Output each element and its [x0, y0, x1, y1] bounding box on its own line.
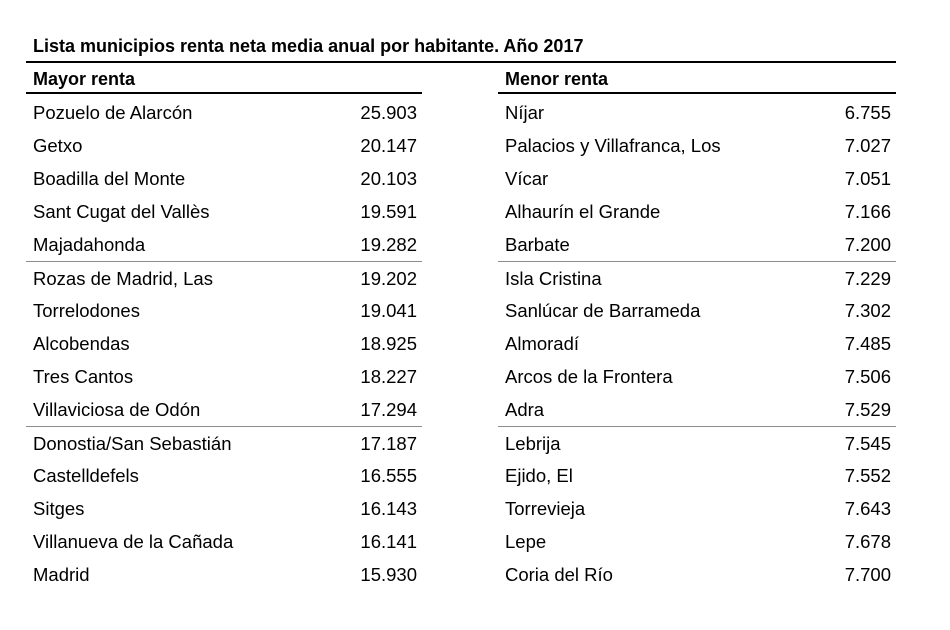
- lowest-income-header: Menor renta: [498, 64, 896, 94]
- table-row: Majadahonda 19.282: [26, 228, 422, 261]
- income-value: 18.227: [360, 366, 417, 387]
- table-row: Madrid 15.930: [26, 558, 422, 591]
- municipality-name: Sanlúcar de Barrameda: [505, 300, 701, 321]
- income-value: 16.141: [360, 531, 417, 552]
- table-row: Barbate 7.200: [498, 228, 896, 261]
- table-row: Villaviciosa de Odón 17.294: [26, 393, 422, 426]
- income-value: 20.147: [360, 135, 417, 156]
- income-value: 7.051: [844, 168, 891, 189]
- income-value: 16.555: [360, 465, 417, 486]
- income-value: 7.678: [844, 531, 891, 552]
- municipality-name: Donostia/San Sebastián: [33, 432, 232, 454]
- municipality-name: Lepe: [505, 531, 547, 552]
- table-row: Pozuelo de Alarcón 25.903: [26, 96, 422, 129]
- municipality-name: Palacios y Villafranca, Los: [505, 135, 721, 156]
- municipality-name: Villaviciosa de Odón: [33, 399, 201, 420]
- table-row: Alhaurín el Grande 7.166: [498, 195, 896, 228]
- income-value: 18.925: [360, 333, 417, 354]
- municipality-name: Getxo: [33, 135, 83, 156]
- highest-income-rows: Pozuelo de Alarcón 25.903 Getxo 20.147 Boadi…: [26, 96, 422, 591]
- income-value: 7.643: [844, 498, 891, 519]
- municipality-name: Rozas de Madrid, Las: [33, 267, 213, 289]
- municipality-name: Alhaurín el Grande: [505, 201, 661, 222]
- income-value: 7.506: [844, 366, 891, 387]
- income-value: 16.143: [360, 498, 417, 519]
- lowest-income-table: Menor renta Níjar 6.755 Palacios y Villafr…: [498, 64, 896, 591]
- table-row: Tres Cantos 18.227: [26, 360, 422, 393]
- municipality-name: Torrevieja: [505, 498, 586, 519]
- municipality-name: Almoradí: [505, 333, 580, 354]
- income-value: 17.294: [360, 399, 417, 420]
- income-value: 7.027: [844, 135, 891, 156]
- table-row: Torrevieja 7.643: [498, 492, 896, 525]
- table-row: Castelldefels 16.555: [26, 459, 422, 492]
- municipality-name: Arcos de la Frontera: [505, 366, 673, 387]
- income-value: 19.282: [360, 234, 417, 255]
- municipality-name: Coria del Río: [505, 564, 613, 585]
- municipality-name: Boadilla del Monte: [33, 168, 186, 189]
- income-value: 7.529: [844, 399, 891, 420]
- municipality-name: Sitges: [33, 498, 85, 519]
- municipality-name: Lebrija: [505, 432, 561, 454]
- highest-income-header: Mayor renta: [26, 64, 422, 94]
- table-row: Alcobendas 18.925: [26, 327, 422, 360]
- income-value: 19.041: [360, 300, 417, 321]
- municipality-name: Vícar: [505, 168, 549, 189]
- income-value: 6.755: [844, 102, 891, 123]
- table-row: Ejido, El 7.552: [498, 459, 896, 492]
- title-rule: [26, 61, 896, 63]
- municipality-name: Torrelodones: [33, 300, 140, 321]
- table-row: Sitges 16.143: [26, 492, 422, 525]
- municipality-name: Pozuelo de Alarcón: [33, 102, 193, 123]
- table-row: Adra 7.529: [498, 393, 896, 426]
- income-value: 7.166: [844, 201, 891, 222]
- table-row: Donostia/San Sebastián 17.187: [26, 426, 422, 459]
- highest-income-table: Mayor renta Pozuelo de Alarcón 25.903 Getx…: [26, 64, 422, 591]
- lowest-income-rows: Níjar 6.755 Palacios y Villafranca, Los 7.0…: [498, 96, 896, 591]
- income-value: 19.591: [360, 201, 417, 222]
- income-value: 17.187: [360, 432, 417, 454]
- table-row: Vícar 7.051: [498, 162, 896, 195]
- table-row: Almoradí 7.485: [498, 327, 896, 360]
- municipality-name: Madrid: [33, 564, 90, 585]
- table-row: Arcos de la Frontera 7.506: [498, 360, 896, 393]
- table-row: Villanueva de la Cañada 16.141: [26, 525, 422, 558]
- table-row: Rozas de Madrid, Las 19.202: [26, 261, 422, 294]
- income-value: 7.229: [844, 267, 891, 289]
- income-value: 25.903: [360, 102, 417, 123]
- income-value: 7.545: [844, 432, 891, 454]
- table-title: Lista municipios renta neta media anual …: [33, 36, 584, 56]
- municipality-name: Barbate: [505, 234, 570, 255]
- municipality-name: Tres Cantos: [33, 366, 134, 387]
- income-value: 7.302: [844, 300, 891, 321]
- table-row: Isla Cristina 7.229: [498, 261, 896, 294]
- municipality-name: Alcobendas: [33, 333, 130, 354]
- table-row: Lebrija 7.545: [498, 426, 896, 459]
- municipality-name: Adra: [505, 399, 545, 420]
- table-row: Palacios y Villafranca, Los 7.027: [498, 129, 896, 162]
- municipality-name: Ejido, El: [505, 465, 573, 486]
- municipality-name: Sant Cugat del Vallès: [33, 201, 210, 222]
- income-value: 7.552: [844, 465, 891, 486]
- table-row: Getxo 20.147: [26, 129, 422, 162]
- municipality-name: Majadahonda: [33, 234, 146, 255]
- income-value: 7.200: [844, 234, 891, 255]
- income-value: 19.202: [360, 267, 417, 289]
- municipality-name: Isla Cristina: [505, 267, 602, 289]
- municipality-name: Níjar: [505, 102, 545, 123]
- table-row: Boadilla del Monte 20.103: [26, 162, 422, 195]
- income-value: 20.103: [360, 168, 417, 189]
- table-row: Torrelodones 19.041: [26, 294, 422, 327]
- table-row: Níjar 6.755: [498, 96, 896, 129]
- table-row: Sant Cugat del Vallès 19.591: [26, 195, 422, 228]
- table-row: Sanlúcar de Barrameda 7.302: [498, 294, 896, 327]
- table-row: Lepe 7.678: [498, 525, 896, 558]
- municipality-name: Villanueva de la Cañada: [33, 531, 234, 552]
- income-value: 15.930: [360, 564, 417, 585]
- income-value: 7.485: [844, 333, 891, 354]
- municipality-name: Castelldefels: [33, 465, 139, 486]
- table-row: Coria del Río 7.700: [498, 558, 896, 591]
- income-value: 7.700: [844, 564, 891, 585]
